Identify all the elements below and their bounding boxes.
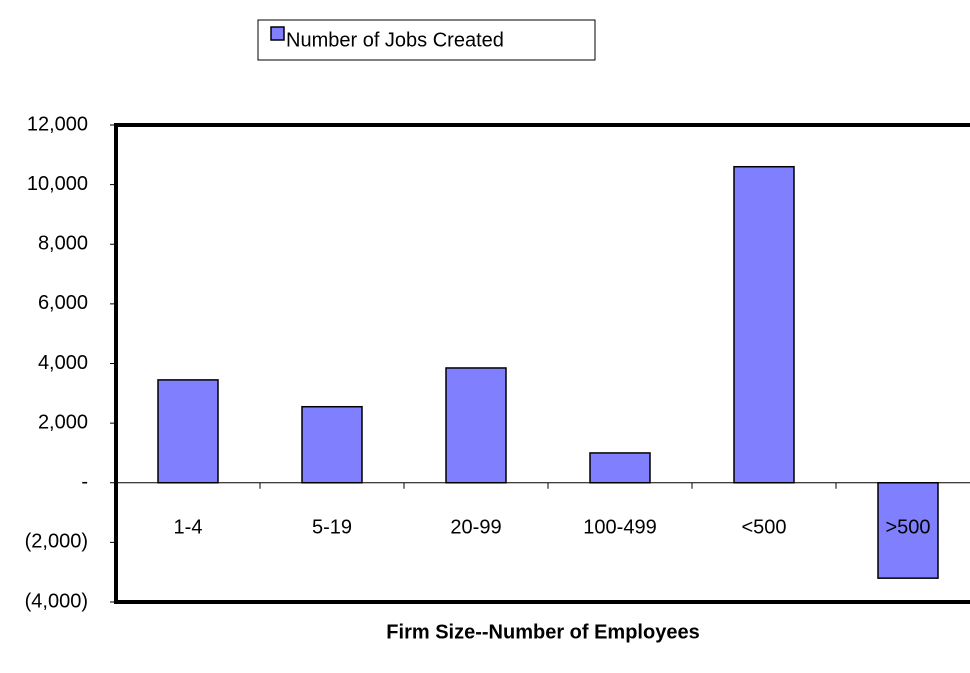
x-tick-label: 100-499 [583,516,656,538]
y-tick-label: (4,000) [25,590,88,612]
bar [157,379,219,484]
plot-border [114,123,970,604]
x-tick-label: <500 [741,516,786,538]
y-tick-label: (2,000) [25,531,88,553]
x-axis-title: Firm Size--Number of Employees [386,621,699,643]
y-tick-label: 10,000 [27,173,88,195]
bar [733,165,795,484]
y-tick-label: 2,000 [38,411,88,433]
bar [301,405,363,484]
bar [445,367,507,484]
bar [589,452,651,484]
y-tick-label: 6,000 [38,292,88,314]
x-tick-label: 20-99 [450,516,501,538]
x-tick-label: 5-19 [312,516,352,538]
x-tick-label: >500 [885,516,930,538]
legend-label: Number of Jobs Created [286,29,504,51]
y-tick-label: 12,000 [27,113,88,135]
bar [877,482,939,579]
y-tick-label: 4,000 [38,352,88,374]
x-tick-label: 1-4 [174,516,203,538]
y-tick-label: 8,000 [38,233,88,255]
legend-swatch [270,26,285,41]
y-tick-label: - [81,471,88,493]
legend-box [257,19,596,61]
